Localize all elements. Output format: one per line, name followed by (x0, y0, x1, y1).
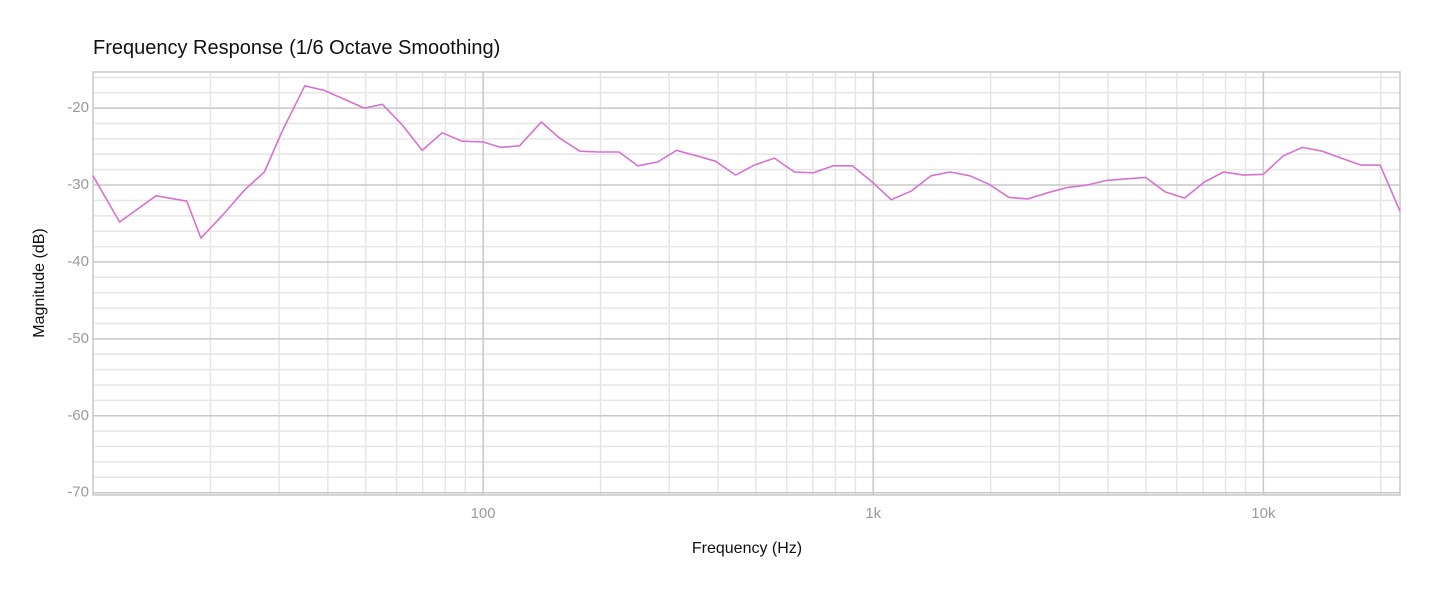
y-tick-label: -20 (67, 99, 89, 116)
x-axis-label: Frequency (Hz) (692, 540, 802, 557)
x-tick-label: 10k (1251, 505, 1276, 522)
x-tick-label: 100 (471, 505, 496, 522)
response-line (92, 85, 1401, 239)
plot-frame (92, 71, 1401, 496)
y-tick-label: -70 (67, 484, 89, 501)
y-tick-label: -30 (67, 176, 89, 193)
y-tick-label: -50 (67, 330, 89, 347)
y-tick-label: -60 (67, 407, 89, 424)
y-axis-label: Magnitude (dB) (31, 228, 48, 337)
x-tick-label: 1k (865, 505, 881, 522)
subtitle: (1/6 Octave Smoothing) (289, 37, 500, 59)
title: Frequency Response (93, 37, 283, 59)
chart-title: Frequency Response (1/6 Octave Smoothing) (93, 37, 500, 59)
y-tick-label: -40 (67, 253, 89, 270)
grid (93, 72, 1400, 495)
